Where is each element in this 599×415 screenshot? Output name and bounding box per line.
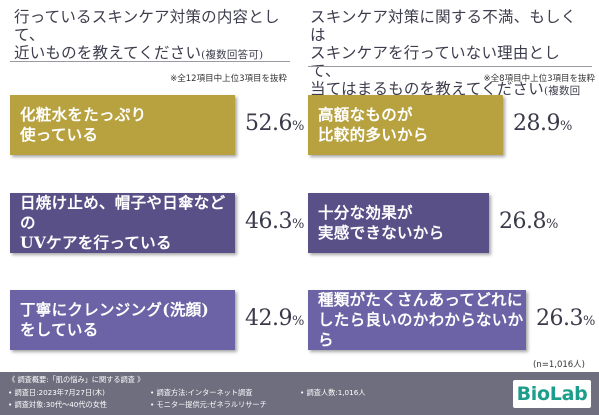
left-panel-note: ※全12項目中上位3項目を抜粋 [170,74,287,84]
footer-monitor-source: • モニター提供元:ゼネラルリサーチ [150,400,267,409]
bar-label: 日焼け止め、帽子や日傘などの UVケアを行っている [20,193,226,252]
left-panel-title-suffix: (複数回答可) [201,49,264,61]
left-panel-rule [10,61,290,62]
footer-survey-title: 《 調査概要:「肌の悩み」に関する調査 》 [8,375,145,384]
bar-label: 化粧水をたっぷり 使っている [20,105,147,144]
bar-left-1: 化粧水をたっぷり 使っている [10,95,235,155]
bar-value-label: 46.3% [245,209,305,234]
bar-value-label: 42.9% [245,306,305,331]
survey-footer: 《 調査概要:「肌の悩み」に関する調査 》 • 調査日:2023年7月27日(木… [0,372,599,415]
footer-survey-method: • 調査方法:インターネット調査 [150,388,253,397]
bar-label: 種類がたくさんあってどれに したら良いのかわからないから [318,290,524,349]
right-panel-rule [308,66,592,67]
footer-survey-date: • 調査日:2023年7月27日(木) [8,388,105,397]
bar-label: 高額なものが 比較的多いから [318,105,429,144]
sample-size-note: (n=1,016人) [533,360,585,370]
bar-value-label: 28.9% [513,111,573,136]
bar-right-1: 高額なものが 比較的多いから [308,95,503,155]
bar-left-2: 日焼け止め、帽子や日傘などの UVケアを行っている [10,193,235,253]
footer-survey-target: • 調査対象:30代〜40代の女性 [8,400,108,409]
bar-value-label: 26.8% [499,209,559,234]
footer-respondents: • 調査人数:1,016人 [300,388,366,397]
right-panel-note: ※全8項目中上位3項目を抜粋 [483,74,595,84]
bar-label: 十分な効果が 実感できないから [318,203,445,242]
bar-left-3: 丁寧にクレンジング(洗顔) をしている [10,290,235,350]
bar-right-3: 種類がたくさんあってどれに したら良いのかわからないから [308,290,526,350]
bar-value-label: 26.3% [536,306,596,331]
bar-label: 丁寧にクレンジング(洗顔) をしている [20,300,210,339]
left-panel: 行っているスキンケア対策の内容として、 近いものを教えてください(複数回答可) … [0,0,304,368]
bar-value-label: 52.6% [245,111,305,136]
right-panel: スキンケア対策に関する不満、もしくは スキンケアを行っていない理由として、 当て… [300,0,599,368]
left-panel-title: 行っているスキンケア対策の内容として、 近いものを教えてください(複数回答可) [14,8,280,62]
biolab-logo: BioLab [513,380,591,408]
bar-right-2: 十分な効果が 実感できないから [308,193,489,253]
